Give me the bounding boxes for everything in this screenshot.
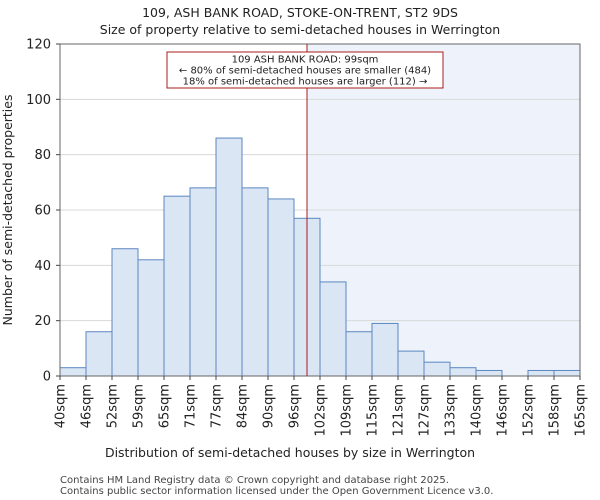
histogram-bar	[241, 187, 269, 377]
x-tick-label: 158sqm	[548, 384, 563, 437]
x-tick-label: 115sqm	[366, 384, 381, 437]
histogram-bar	[163, 195, 191, 377]
x-tick-label: 109sqm	[340, 384, 355, 437]
y-tick-label: 120	[26, 38, 51, 53]
x-tick-label: 71sqm	[184, 384, 199, 428]
x-tick-label: 59sqm	[132, 384, 147, 428]
histogram-bar	[345, 331, 373, 377]
x-axis-label: Distribution of semi-detached houses by …	[105, 445, 475, 460]
annotation-line-2: ← 80% of semi-detached houses are smalle…	[179, 66, 431, 77]
y-tick-label: 40	[34, 259, 51, 274]
histogram-bar	[475, 369, 503, 377]
y-tick-label: 0	[43, 370, 51, 385]
histogram-bar	[137, 259, 165, 377]
x-tick-label: 146sqm	[496, 384, 511, 437]
annotation-line-3: 18% of semi-detached houses are larger (…	[183, 77, 428, 88]
x-tick-label: 152sqm	[522, 384, 537, 437]
x-tick-label: 121sqm	[392, 384, 407, 437]
x-tick-label: 90sqm	[262, 384, 277, 428]
histogram-bar	[553, 369, 581, 377]
histogram-bar	[111, 248, 139, 377]
x-tick-label: 52sqm	[106, 384, 121, 428]
x-tick-label: 77sqm	[210, 384, 225, 428]
annotation-box	[166, 51, 444, 89]
histogram-bar	[189, 187, 217, 377]
histogram-bar	[527, 369, 555, 377]
y-axis-label: Number of semi-detached properties	[0, 95, 15, 326]
histogram-bar	[59, 367, 87, 377]
footer-line-1: Contains HM Land Registry data © Crown c…	[60, 475, 449, 486]
x-tick-label: 46sqm	[80, 384, 95, 428]
x-tick-label: 65sqm	[158, 384, 173, 428]
x-tick-label: 84sqm	[236, 384, 251, 428]
y-tick-label: 80	[34, 148, 51, 163]
x-tick-label: 102sqm	[314, 384, 329, 437]
annotation-line-1: 109 ASH BANK ROAD: 99sqm	[232, 55, 379, 66]
histogram-bar	[397, 350, 425, 377]
x-tick-label: 127sqm	[418, 384, 433, 437]
footer-line-2: Contains public sector information licen…	[60, 486, 493, 497]
y-tick-label: 60	[34, 204, 51, 219]
x-tick-label: 96sqm	[288, 384, 303, 428]
x-tick-label: 40sqm	[54, 384, 69, 428]
histogram-bar	[449, 367, 477, 377]
histogram-bar	[319, 281, 347, 377]
x-tick-label: 133sqm	[444, 384, 459, 437]
chart-subtitle: Size of property relative to semi-detach…	[100, 22, 500, 37]
histogram-bar	[85, 331, 113, 377]
y-tick-label: 20	[34, 314, 51, 329]
histogram-bar	[423, 361, 451, 377]
x-tick-label: 165sqm	[574, 384, 589, 437]
histogram-bar	[371, 322, 399, 377]
histogram-bar	[267, 198, 295, 377]
x-tick-label: 140sqm	[470, 384, 485, 437]
y-tick-label: 100	[26, 93, 51, 108]
chart-title: 109, ASH BANK ROAD, STOKE-ON-TRENT, ST2 …	[142, 5, 458, 20]
histogram-bar	[215, 137, 243, 377]
